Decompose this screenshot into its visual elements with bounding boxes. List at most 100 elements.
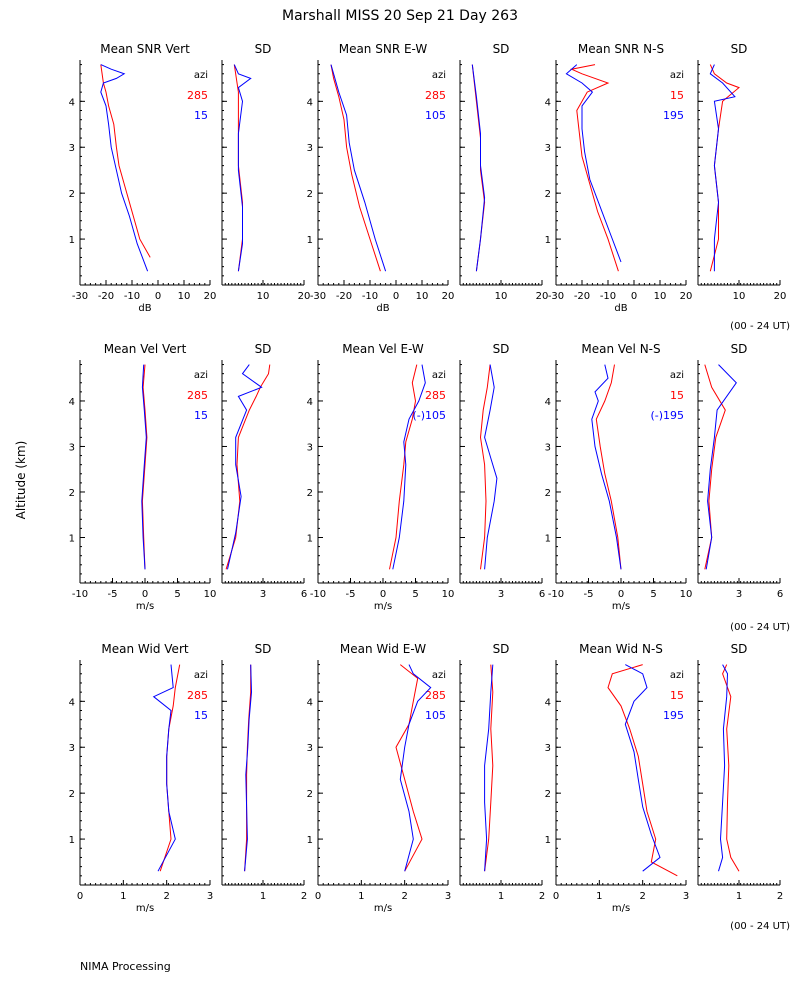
y-tick-label: 4 bbox=[545, 397, 551, 408]
ut-label-row-1: (00 - 24 UT) bbox=[730, 321, 790, 332]
altitude-axis-label: Altitude (km) bbox=[14, 441, 28, 520]
x-tick-label: 6 bbox=[301, 589, 307, 600]
series-line-red bbox=[709, 64, 740, 272]
panel-title: Mean Wid Vert bbox=[101, 642, 188, 656]
x-tick-label: 2 bbox=[777, 891, 783, 902]
series-line-blue bbox=[484, 364, 498, 570]
y-tick-label: 4 bbox=[69, 397, 75, 408]
panel-title: Mean Wid N-S bbox=[579, 642, 663, 656]
y-tick-label: 4 bbox=[307, 397, 313, 408]
x-tick-label: 0 bbox=[393, 291, 399, 302]
legend-blue-label: 15 bbox=[194, 109, 208, 122]
series-line-blue bbox=[152, 664, 176, 872]
x-tick-label: 20 bbox=[298, 291, 311, 302]
y-tick-label: 1 bbox=[69, 533, 75, 544]
y-tick-label: 2 bbox=[69, 488, 75, 499]
panel-title: SD bbox=[731, 42, 748, 56]
x-tick-label: -30 bbox=[548, 291, 564, 302]
chart-panel-9: SD 3 6 bbox=[459, 342, 545, 600]
series-line-blue bbox=[484, 664, 494, 872]
series-line-red bbox=[100, 64, 151, 258]
legend-header: azi bbox=[432, 670, 446, 681]
legend-red-label: 15 bbox=[670, 689, 684, 702]
legend-blue-label: 105 bbox=[425, 109, 446, 122]
x-tick-label: -5 bbox=[346, 589, 356, 600]
series-line-blue bbox=[100, 64, 149, 272]
series-line-red bbox=[704, 364, 726, 570]
panel-title: SD bbox=[493, 642, 510, 656]
series-line-red bbox=[569, 64, 619, 272]
legend-red-label: 15 bbox=[670, 89, 684, 102]
chart-panel-15: SD 1 2 bbox=[459, 642, 545, 902]
x-tick-label: 10 bbox=[733, 291, 746, 302]
y-tick-label: 3 bbox=[307, 743, 313, 754]
y-tick-label: 4 bbox=[69, 97, 75, 108]
x-tick-label: 5 bbox=[174, 589, 180, 600]
series-line-blue bbox=[705, 364, 737, 570]
y-tick-label: 3 bbox=[307, 442, 313, 453]
panel-title: SD bbox=[731, 642, 748, 656]
x-tick-label: 1 bbox=[498, 891, 504, 902]
series-line-blue bbox=[227, 364, 263, 570]
panel-title: SD bbox=[255, 642, 272, 656]
series-line-red bbox=[225, 364, 271, 570]
legend-header: azi bbox=[670, 70, 684, 81]
y-tick-label: 4 bbox=[545, 697, 551, 708]
chart-panel-0: Mean SNR Vert -30 -20 -10 0 10 20 dB 1 2 3 4 azi 285 1… bbox=[69, 42, 217, 314]
y-tick-label: 3 bbox=[545, 743, 551, 754]
x-tick-label: -10 bbox=[72, 589, 88, 600]
x-tick-label: 6 bbox=[539, 589, 545, 600]
x-axis-label: dB bbox=[138, 303, 151, 314]
x-tick-label: 6 bbox=[777, 589, 783, 600]
y-tick-label: 1 bbox=[307, 533, 313, 544]
x-tick-label: -30 bbox=[72, 291, 88, 302]
figure-title: Marshall MISS 20 Sep 21 Day 263 bbox=[282, 8, 518, 24]
chart-panel-14: Mean Wid E-W 0 1 2 3 m/s 1 2 3 4 azi 285 105 bbox=[307, 642, 452, 914]
x-tick-label: 2 bbox=[163, 891, 169, 902]
chart-panel-5: SD 10 20 bbox=[697, 42, 786, 302]
chart-panel-1: SD 10 20 bbox=[221, 42, 311, 302]
x-axis-label: m/s bbox=[612, 601, 630, 612]
panel-title: SD bbox=[255, 342, 272, 356]
y-tick-label: 2 bbox=[307, 789, 313, 800]
y-tick-label: 3 bbox=[545, 442, 551, 453]
series-line-red bbox=[595, 364, 622, 570]
series-line-red bbox=[330, 64, 381, 272]
x-tick-label: -5 bbox=[584, 589, 594, 600]
x-tick-label: -20 bbox=[336, 291, 352, 302]
y-tick-label: 1 bbox=[69, 835, 75, 846]
panel-title: SD bbox=[255, 42, 272, 56]
y-tick-label: 1 bbox=[69, 235, 75, 246]
x-tick-label: -30 bbox=[310, 291, 326, 302]
x-tick-label: 2 bbox=[539, 891, 545, 902]
legend-red-label: 285 bbox=[425, 689, 446, 702]
x-tick-label: 10 bbox=[204, 589, 217, 600]
x-tick-label: 1 bbox=[120, 891, 126, 902]
x-tick-label: 0 bbox=[155, 291, 161, 302]
x-tick-label: -10 bbox=[548, 589, 564, 600]
x-tick-label: 2 bbox=[639, 891, 645, 902]
footer-processing-label: NIMA Processing bbox=[80, 960, 171, 973]
legend-header: azi bbox=[194, 370, 208, 381]
y-tick-label: 2 bbox=[307, 488, 313, 499]
legend-red-label: 285 bbox=[187, 89, 208, 102]
y-tick-label: 2 bbox=[545, 488, 551, 499]
x-tick-label: 5 bbox=[412, 589, 418, 600]
x-tick-label: 1 bbox=[358, 891, 364, 902]
x-tick-label: 2 bbox=[401, 891, 407, 902]
x-tick-label: 1 bbox=[596, 891, 602, 902]
y-tick-label: 3 bbox=[69, 143, 75, 154]
legend-blue-label: 105 bbox=[425, 709, 446, 722]
series-line-blue bbox=[392, 364, 426, 570]
y-tick-label: 4 bbox=[545, 97, 551, 108]
panel-title: Mean SNR E-W bbox=[339, 42, 428, 56]
series-line-red bbox=[471, 64, 486, 272]
legend-red-label: 285 bbox=[187, 689, 208, 702]
x-tick-label: -10 bbox=[600, 291, 616, 302]
y-tick-label: 3 bbox=[69, 743, 75, 754]
y-tick-label: 3 bbox=[69, 442, 75, 453]
chart-panel-17: SD 1 2 bbox=[697, 642, 783, 902]
y-tick-label: 3 bbox=[545, 143, 551, 154]
chart-panel-4: Mean SNR N-S -30 -20 -10 0 10 20 dB 1 2 3 4 azi 15 195 bbox=[545, 42, 693, 314]
series-line-red bbox=[722, 664, 740, 872]
